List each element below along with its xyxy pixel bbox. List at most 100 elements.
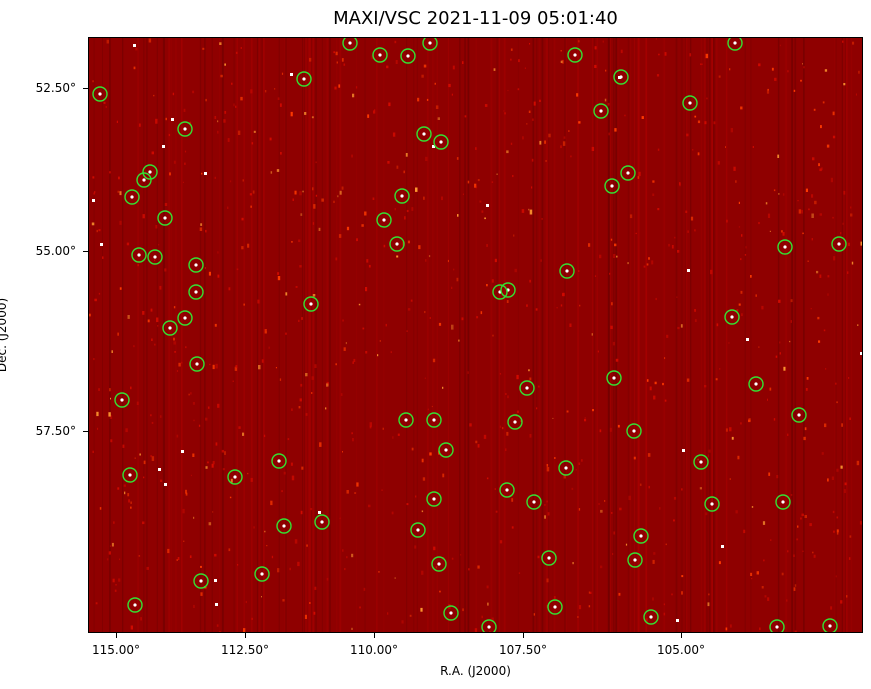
- noise-speckle: [435, 566, 437, 569]
- noise-streak: [383, 38, 385, 632]
- noise-speckle: [801, 209, 803, 214]
- noise-speckle: [504, 112, 506, 115]
- noise-speckle: [685, 210, 688, 213]
- noise-speckle: [421, 74, 424, 78]
- noise-speckle: [726, 219, 728, 223]
- noise-speckle: [686, 133, 689, 137]
- noise-speckle: [261, 596, 262, 598]
- noise-speckle: [287, 438, 290, 441]
- noise-speckle: [339, 190, 342, 195]
- noise-speckle: [223, 119, 226, 123]
- noise-speckle: [710, 269, 713, 275]
- noise-speckle: [758, 63, 761, 67]
- noise-speckle: [801, 513, 804, 517]
- source-point: [395, 242, 399, 246]
- noise-speckle: [336, 61, 338, 64]
- noise-streak: [475, 38, 477, 632]
- noise-speckle: [528, 208, 530, 211]
- noise-speckle: [346, 226, 350, 231]
- noise-speckle: [783, 366, 786, 371]
- noise-speckle: [215, 363, 218, 369]
- noise-speckle: [173, 337, 175, 341]
- noise-speckle: [531, 118, 534, 121]
- noise-speckle: [396, 165, 399, 169]
- noise-speckle: [803, 436, 806, 441]
- source-point: [565, 269, 569, 273]
- noise-speckle: [484, 104, 488, 107]
- noise-speckle: [547, 512, 550, 516]
- source-point: [416, 528, 420, 532]
- noise-streak: [630, 38, 633, 632]
- source-circle: [177, 310, 193, 326]
- noise-speckle: [338, 234, 342, 238]
- source-circle: [500, 282, 516, 298]
- noise-speckle: [250, 205, 252, 208]
- noise-speckle: [227, 138, 230, 142]
- noise-speckle: [214, 116, 217, 119]
- noise-speckle: [127, 315, 130, 319]
- noise-speckle: [647, 453, 651, 457]
- noise-speckle: [779, 341, 781, 344]
- source-point: [449, 611, 453, 615]
- noise-speckle: [843, 83, 846, 86]
- noise-speckle: [787, 550, 789, 553]
- noise-speckle: [767, 398, 768, 401]
- noise-speckle: [431, 405, 433, 408]
- source-circle: [127, 597, 143, 613]
- noise-speckle: [664, 399, 667, 402]
- noise-streak: [502, 38, 504, 632]
- bright-pixel: [171, 118, 174, 121]
- noise-speckle: [205, 229, 207, 233]
- noise-speckle: [608, 132, 610, 136]
- noise-speckle: [694, 319, 697, 322]
- noise-speckle: [833, 256, 836, 261]
- noise-speckle: [173, 341, 176, 345]
- noise-speckle: [110, 439, 113, 443]
- noise-speckle: [578, 121, 581, 124]
- source-point: [382, 218, 386, 222]
- noise-speckle: [359, 606, 361, 609]
- noise-speckle: [99, 507, 102, 510]
- noise-speckle: [836, 532, 839, 535]
- source-circle: [558, 460, 574, 476]
- noise-speckle: [822, 101, 825, 104]
- noise-speckles: [89, 38, 862, 632]
- noise-streak: [541, 38, 544, 632]
- noise-speckle: [423, 196, 425, 200]
- noise-streak: [467, 38, 470, 632]
- noise-streak: [845, 38, 846, 632]
- noise-speckle: [718, 561, 721, 565]
- noise-speckle: [740, 106, 743, 110]
- noise-speckle: [776, 475, 779, 479]
- noise-speckle: [188, 393, 190, 396]
- noise-streak: [498, 38, 501, 632]
- y-axis-label: Dec. (J2000): [0, 297, 9, 373]
- noise-speckle: [850, 213, 853, 217]
- noise-speckle: [699, 487, 702, 490]
- noise-speckle: [620, 49, 623, 54]
- noise-streak: [546, 38, 549, 632]
- noise-speckle: [832, 135, 836, 139]
- bright-pixel: [158, 468, 161, 471]
- source-circle: [643, 609, 659, 625]
- bright-pixel: [860, 352, 862, 355]
- noise-speckle: [805, 188, 808, 192]
- noise-speckle: [480, 311, 483, 315]
- noise-speckle: [840, 465, 843, 469]
- source-circle: [775, 494, 791, 510]
- noise-speckle: [629, 214, 633, 219]
- noise-speckle: [803, 66, 805, 69]
- noise-speckle: [782, 193, 785, 196]
- source-point: [525, 386, 529, 390]
- x-axis-label: R.A. (J2000): [440, 664, 511, 678]
- noise-speckle: [624, 114, 626, 117]
- noise-speckle: [421, 510, 424, 513]
- noise-speckle: [212, 511, 214, 513]
- noise-streak: [700, 38, 702, 632]
- noise-speckle: [451, 324, 454, 330]
- noise-speckle: [298, 406, 301, 409]
- noise-speckle: [371, 55, 374, 60]
- noise-speckle: [351, 553, 354, 558]
- noise-speckle: [594, 46, 597, 50]
- source-circle: [271, 453, 287, 469]
